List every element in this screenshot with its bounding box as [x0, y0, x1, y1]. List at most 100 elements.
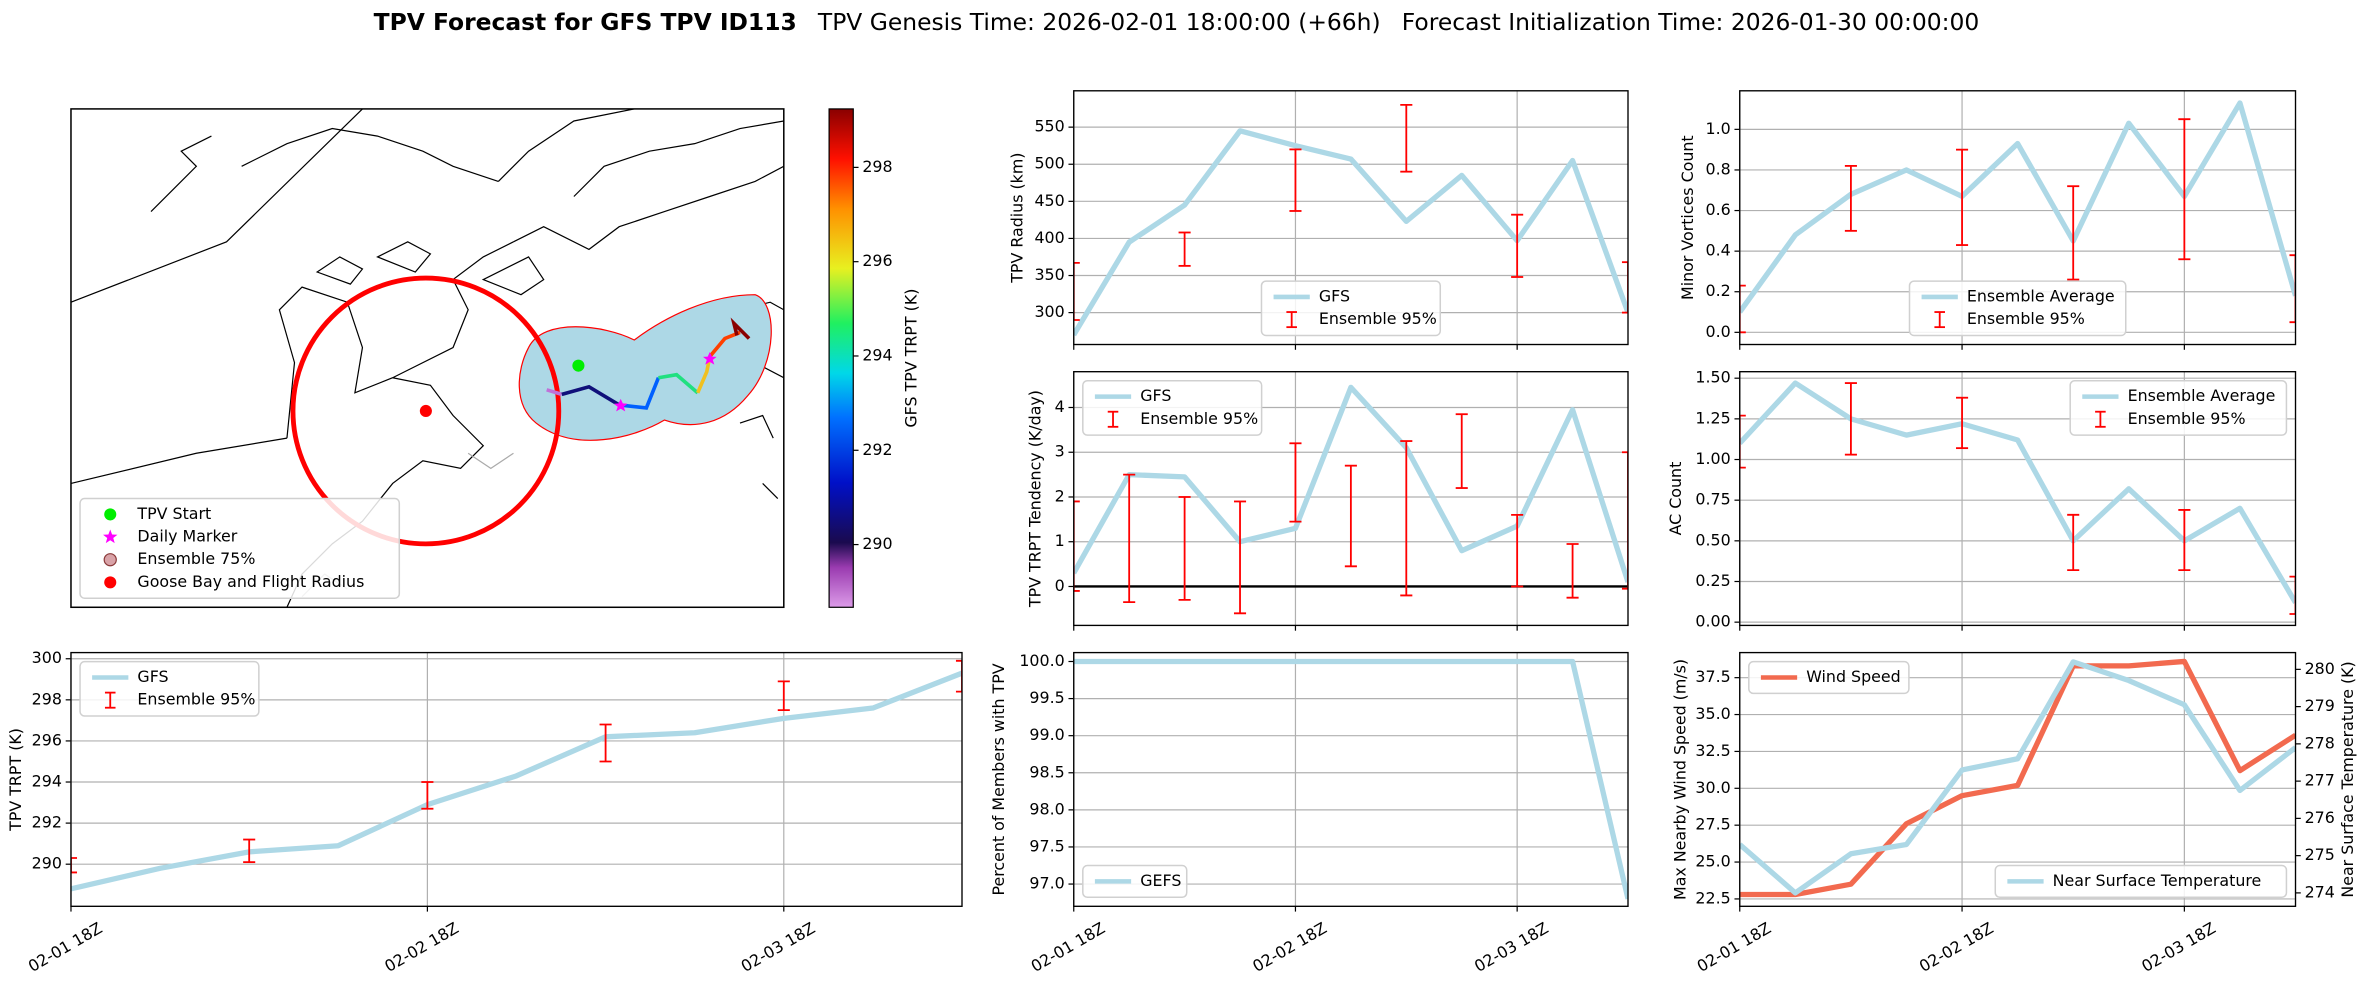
y-tick-label: 294: [32, 772, 62, 791]
legend-box: [2069, 380, 2288, 436]
axes-frame: [1073, 90, 1629, 346]
y-tick-label: 27.5: [1695, 815, 1730, 834]
y2-tick-label: 276: [2305, 808, 2335, 827]
y2-tick-label: 277: [2305, 771, 2335, 790]
legend-label: Ensemble 95%: [2128, 409, 2246, 428]
legend-label: Ensemble 95%: [1967, 309, 2085, 328]
init-time: Forecast Initialization Time: 2026-01-30…: [1402, 7, 1979, 35]
legend-box: [1994, 864, 2288, 898]
colorbar-tick-label: 296: [862, 251, 892, 270]
legend-handle: [103, 553, 117, 567]
y-tick-label: 300: [1034, 302, 1064, 321]
y-tick-label: 400: [1034, 228, 1064, 247]
y-tick-label: 1.0: [1705, 119, 1730, 138]
legend-label: Goose Bay and Flight Radius: [137, 572, 364, 591]
y-tick-label: 37.5: [1695, 667, 1730, 686]
y-tick-label: 0.0: [1705, 322, 1730, 341]
legend-label: Ensemble 95%: [1319, 309, 1437, 328]
legend-label: Ensemble 95%: [1140, 409, 1258, 428]
plot-area: [1739, 380, 2296, 615]
legend-label: Ensemble 95%: [137, 690, 255, 709]
y-axis-label: Percent of Members with TPV: [989, 663, 1008, 895]
legend-label: Near Surface Temperature: [2053, 871, 2262, 890]
y2-tick-label: 274: [2305, 882, 2335, 901]
y-tick-label: 450: [1034, 191, 1064, 210]
legend-label: GEFS: [1140, 871, 1181, 890]
plot-area: [1073, 658, 1628, 900]
colorbar-tick-label: 290: [862, 534, 892, 553]
y-axis-label: AC Count: [1666, 462, 1685, 536]
legend-label: GFS: [137, 667, 168, 686]
y-tick-label: 298: [32, 689, 62, 708]
y-tick-label: 300: [32, 648, 62, 667]
y-tick-label: 1: [1055, 531, 1065, 550]
y-tick-label: 1.00: [1695, 449, 1730, 468]
axes-frame: [1739, 651, 2297, 907]
x-tick-label: 02-02 18Z: [1249, 918, 1330, 976]
y2-tick-label: 278: [2305, 733, 2335, 752]
x-tick-label: 02-01 18Z: [25, 918, 106, 976]
y-tick-label: 35.0: [1695, 704, 1730, 723]
y-axis-label: TPV TRPT (K): [6, 728, 25, 832]
y-tick-label: 32.5: [1695, 741, 1730, 760]
y-axis-label: Max Nearby Wind Speed (m/s): [1670, 659, 1689, 900]
plot-area: [1739, 100, 2296, 334]
y-tick-label: 0: [1055, 576, 1065, 595]
colorbar-tick-label: 294: [862, 345, 892, 364]
axes-frame: [1739, 371, 2297, 627]
legend-label: Ensemble 75%: [137, 549, 255, 568]
figure-title: TPV Forecast for GFS TPV ID113 TPV Genesi…: [374, 7, 1980, 35]
y-tick-label: 97.5: [1029, 836, 1064, 855]
y-tick-label: 0.6: [1705, 200, 1730, 219]
y-tick-label: 0.2: [1705, 281, 1730, 300]
legend-label: TPV Start: [136, 504, 211, 523]
plot-area: [1073, 384, 1628, 615]
axes-frame: [1073, 371, 1629, 627]
y-tick-label: 2: [1055, 486, 1065, 505]
y2-tick-label: 275: [2305, 845, 2335, 864]
y-tick-label: 4: [1055, 397, 1065, 416]
x-tick-label: 02-02 18Z: [381, 918, 462, 976]
y2-tick-label: 280: [2305, 659, 2335, 678]
x-tick-label: 02-03 18Z: [1471, 918, 1552, 976]
y-axis-label: TPV TRPT Tendency (K/day): [1026, 390, 1045, 608]
series-line: [1073, 658, 1628, 900]
y2-tick-label: 279: [2305, 696, 2335, 715]
y-tick-label: 1.50: [1695, 368, 1730, 387]
y-tick-label: 99.5: [1029, 688, 1064, 707]
y-axis-label: TPV Radius (km): [1007, 153, 1026, 284]
y-tick-label: 100.0: [1019, 651, 1064, 670]
x-tick-label: 02-01 18Z: [1028, 918, 1109, 976]
y-tick-label: 500: [1034, 154, 1064, 173]
x-tick-label: 02-02 18Z: [1916, 918, 1997, 976]
legend-handle: [103, 529, 118, 544]
legend-box: [1908, 280, 2127, 337]
legend-box: [1748, 660, 1910, 695]
x-tick-label: 02-01 18Z: [1694, 918, 1775, 976]
y-tick-label: 292: [32, 813, 62, 832]
y-tick-label: 1.25: [1695, 408, 1730, 427]
y-tick-label: 290: [32, 854, 62, 873]
plot-area: [70, 659, 962, 892]
genesis-time: TPV Genesis Time: 2026-02-01 18:00:00 (+…: [817, 7, 1381, 35]
y-tick-label: 0.4: [1705, 241, 1730, 260]
y-tick-label: 97.0: [1029, 874, 1064, 893]
legend-label: Ensemble Average: [1967, 286, 2115, 305]
y-tick-label: 25.0: [1695, 852, 1730, 871]
legend-label: Ensemble Average: [2128, 386, 2276, 405]
y-tick-label: 350: [1034, 265, 1064, 284]
legend-box: [1082, 864, 1188, 898]
x-tick-label: 02-03 18Z: [738, 918, 819, 976]
series-line: [1739, 100, 2296, 314]
colorbar-tick-label: 298: [862, 157, 892, 176]
series-line: [1739, 658, 2296, 898]
y-tick-label: 0.00: [1695, 612, 1730, 631]
colorbar: [828, 108, 854, 608]
axes-frame: [70, 651, 963, 907]
legend-label: Wind Speed: [1806, 667, 1901, 686]
y-tick-label: 296: [32, 730, 62, 749]
y-tick-label: 0.50: [1695, 530, 1730, 549]
y-tick-label: 550: [1034, 117, 1064, 136]
y-tick-label: 22.5: [1695, 888, 1730, 907]
